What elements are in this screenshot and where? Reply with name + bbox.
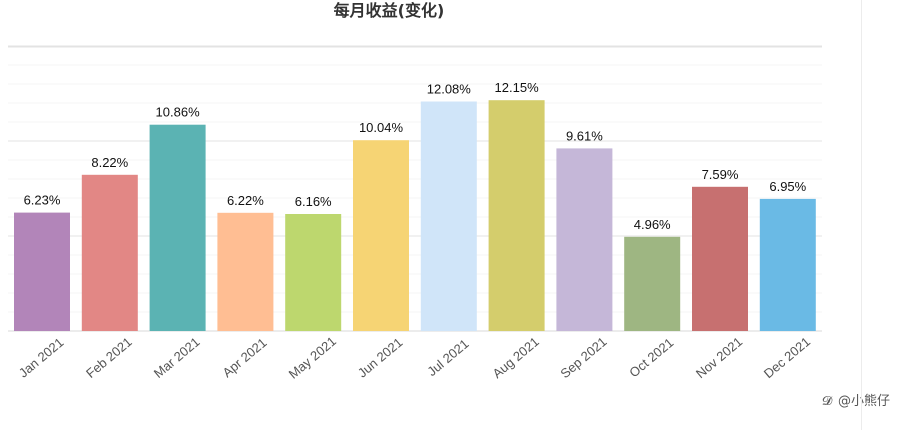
x-tick-label: Sep 2021 — [557, 334, 609, 381]
bar-value-label: 12.08% — [427, 82, 472, 97]
bar-sep-2021[interactable] — [556, 148, 613, 331]
x-tick-label: Feb 2021 — [83, 334, 135, 381]
bar-value-label: 10.86% — [156, 105, 201, 120]
bar-may-2021[interactable] — [285, 214, 342, 331]
x-tick-label: Dec 2021 — [761, 334, 813, 381]
bar-value-label: 9.61% — [566, 128, 603, 143]
x-tick-label: Jan 2021 — [16, 335, 67, 381]
x-tick-label: Oct 2021 — [626, 335, 676, 380]
bar-oct-2021[interactable] — [624, 236, 681, 331]
grid-lines — [8, 45, 822, 332]
x-tick-label: Jun 2021 — [355, 335, 406, 381]
bar-value-label: 7.59% — [702, 167, 739, 182]
x-tick-label: Aug 2021 — [490, 334, 542, 381]
bars — [14, 100, 816, 331]
x-tick-label: Nov 2021 — [693, 334, 745, 381]
bar-aug-2021[interactable] — [488, 100, 545, 331]
bar-nov-2021[interactable] — [692, 186, 748, 331]
x-tick-label: Jul 2021 — [424, 336, 471, 379]
bar-value-label: 4.96% — [634, 217, 671, 232]
bar-jul-2021[interactable] — [420, 101, 477, 332]
bar-value-label: 6.95% — [769, 179, 806, 194]
bar-value-label: 12.15% — [495, 80, 540, 95]
bar-value-labels: 6.23% 8.22% 10.86% 6.22% 6.16% 10.04% 12.08% 12… — [24, 80, 807, 232]
x-tick-label: Apr 2021 — [219, 335, 269, 380]
panel-divider — [861, 0, 862, 430]
bar-dec-2021[interactable] — [759, 198, 816, 331]
x-tick-label: May 2021 — [286, 333, 339, 381]
bar-value-label: 6.16% — [295, 194, 332, 209]
x-tick-label: Mar 2021 — [151, 334, 203, 381]
watermark-icon: 𝓓 — [822, 394, 833, 409]
bar-value-label: 6.23% — [24, 193, 61, 208]
bar-feb-2021[interactable] — [81, 174, 138, 331]
bar-value-label: 8.22% — [91, 155, 128, 170]
chart-title: 每月收益(变化) — [334, 1, 445, 20]
bar-value-label: 10.04% — [359, 120, 404, 135]
bar-jan-2021[interactable] — [14, 212, 70, 331]
bar-apr-2021[interactable] — [217, 212, 274, 331]
x-axis-tick-labels: Jan 2021 Feb 2021 Mar 2021 Apr 2021 May 2021… — [16, 333, 813, 381]
bar-mar-2021[interactable] — [149, 124, 206, 331]
bar-value-label: 6.22% — [227, 193, 264, 208]
bar-jun-2021[interactable] — [353, 140, 409, 331]
watermark: 𝓓 @小熊仔 — [822, 393, 890, 409]
watermark-text: @小熊仔 — [838, 393, 890, 409]
